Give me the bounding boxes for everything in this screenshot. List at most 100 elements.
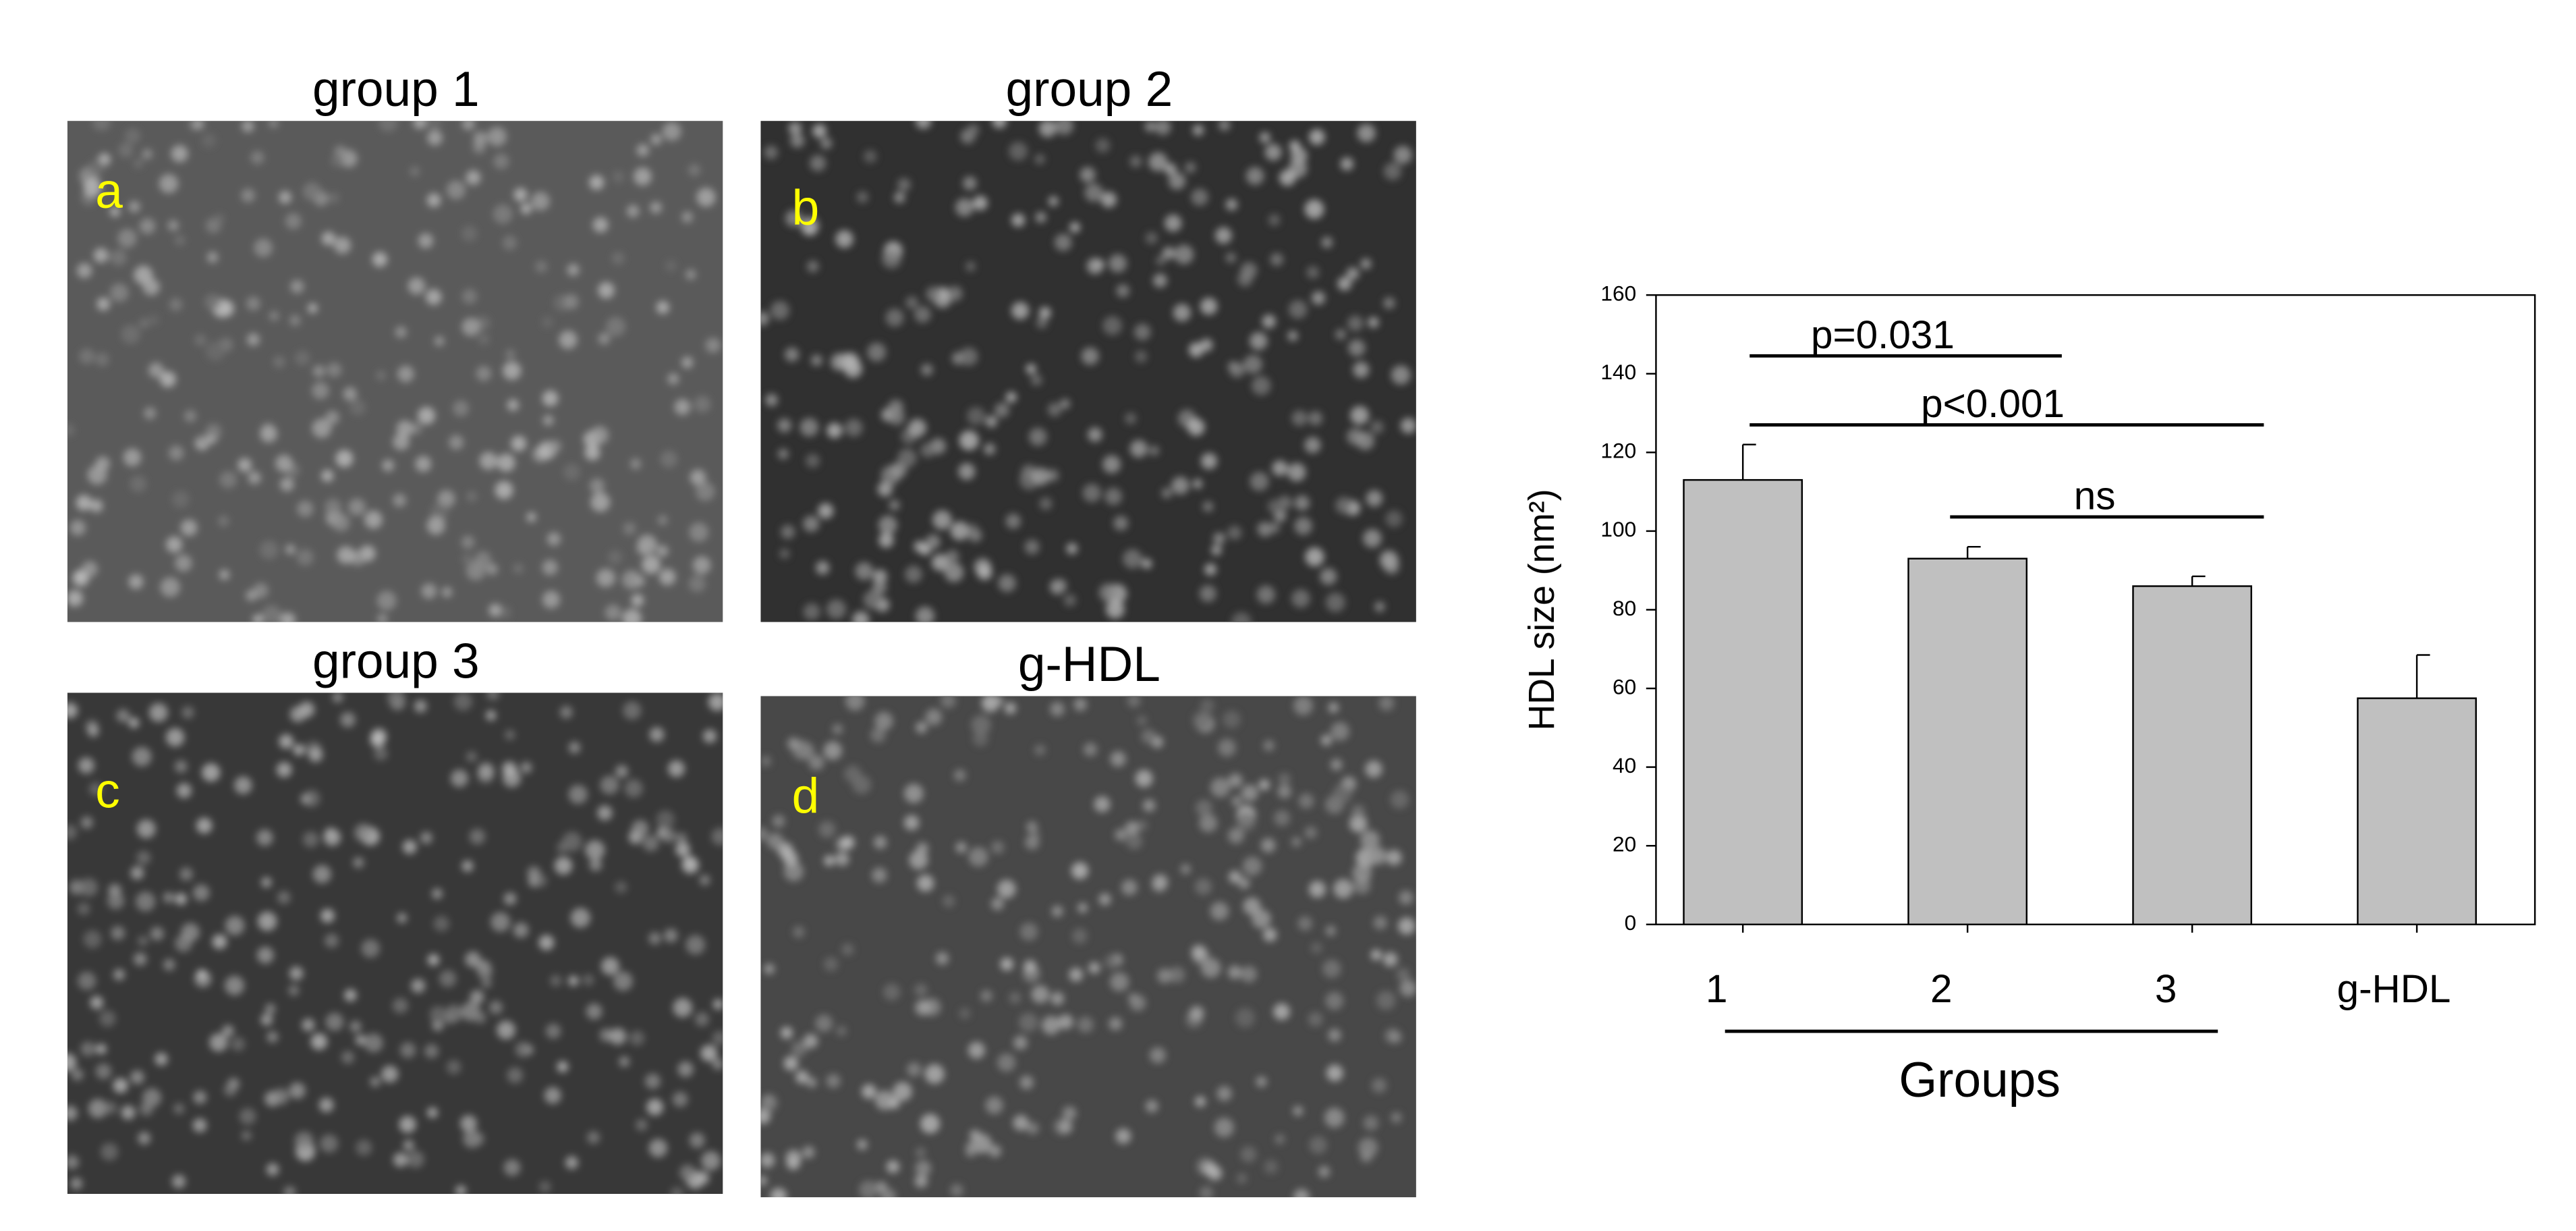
particle <box>806 1077 817 1088</box>
particle <box>1081 347 1099 365</box>
particle <box>880 1188 897 1197</box>
particle <box>629 1031 645 1046</box>
particle <box>882 248 901 269</box>
particle <box>660 450 677 468</box>
particle <box>889 1097 900 1110</box>
particle <box>1293 1188 1310 1197</box>
particle <box>478 333 490 345</box>
particle <box>872 569 887 584</box>
particle <box>222 1024 234 1037</box>
particle <box>803 603 820 620</box>
micrographs: group 1 a group 2 b group 3 c g-HDL d <box>67 62 1416 1197</box>
particle <box>400 1042 416 1058</box>
particle <box>461 289 477 304</box>
particle <box>332 513 350 532</box>
particle <box>465 951 481 968</box>
particle <box>201 133 217 148</box>
particle <box>634 167 652 186</box>
particle <box>1168 172 1186 190</box>
particle <box>873 836 887 849</box>
particle <box>93 248 109 263</box>
particle <box>443 1012 455 1024</box>
particle <box>1024 960 1036 973</box>
particle <box>872 580 887 595</box>
particle <box>1289 140 1301 152</box>
particle <box>280 612 296 622</box>
particle <box>1199 585 1216 602</box>
particle <box>446 1060 461 1074</box>
particle <box>134 952 147 966</box>
particle <box>1306 266 1320 279</box>
particle <box>712 1058 723 1070</box>
particle <box>1391 1112 1402 1123</box>
particle <box>984 443 996 456</box>
particle <box>1174 244 1194 265</box>
particle <box>1298 793 1314 809</box>
particle <box>418 233 434 248</box>
particle <box>354 823 373 842</box>
particle <box>624 779 643 798</box>
particle <box>538 935 555 951</box>
particle <box>320 908 335 923</box>
particle <box>1385 510 1403 528</box>
particle <box>171 491 190 508</box>
y-tick-label: 140 <box>1600 360 1636 384</box>
particle <box>193 884 210 902</box>
particle <box>688 164 701 177</box>
particle <box>1259 132 1270 144</box>
particle <box>77 902 90 915</box>
particle <box>1250 472 1269 491</box>
particles <box>760 696 1416 1197</box>
particle <box>308 747 323 763</box>
particle <box>132 746 152 767</box>
particle <box>1378 696 1395 711</box>
particle <box>968 1041 985 1059</box>
particle <box>1200 699 1214 713</box>
particle <box>289 706 306 723</box>
particle <box>1227 965 1242 979</box>
particle <box>90 499 103 513</box>
particle <box>194 334 206 346</box>
particle <box>963 176 977 190</box>
particle <box>791 1041 808 1057</box>
particle <box>1396 968 1410 981</box>
particle <box>863 590 883 609</box>
particle <box>1360 1150 1372 1163</box>
particle <box>1270 252 1283 267</box>
particle <box>1136 819 1148 831</box>
particle <box>1145 1099 1158 1113</box>
particle <box>171 145 188 163</box>
particle <box>656 810 675 829</box>
particle <box>95 352 109 366</box>
particle <box>623 522 636 535</box>
particle <box>426 121 442 130</box>
particle <box>1374 601 1385 612</box>
particle <box>592 217 609 233</box>
particle <box>481 977 492 989</box>
particle <box>668 760 685 777</box>
particle <box>67 1155 79 1170</box>
particle <box>302 182 321 201</box>
particle <box>279 190 292 204</box>
particle <box>225 916 245 935</box>
particle <box>1058 1120 1073 1134</box>
particle <box>361 939 380 958</box>
particle <box>931 553 949 571</box>
particle <box>646 1098 664 1116</box>
particle <box>1216 1086 1232 1101</box>
particle <box>888 408 905 425</box>
particle <box>1047 402 1062 417</box>
particle <box>486 710 497 721</box>
particle <box>461 225 478 242</box>
particle <box>992 121 1007 129</box>
particle <box>1191 944 1206 960</box>
particle <box>434 335 445 346</box>
particle <box>1187 418 1205 436</box>
particle <box>1291 836 1301 847</box>
particle <box>679 1164 696 1181</box>
particle <box>242 121 254 132</box>
particle <box>696 1171 710 1185</box>
particle <box>944 562 964 582</box>
particle <box>700 1045 718 1062</box>
particle <box>905 296 919 309</box>
